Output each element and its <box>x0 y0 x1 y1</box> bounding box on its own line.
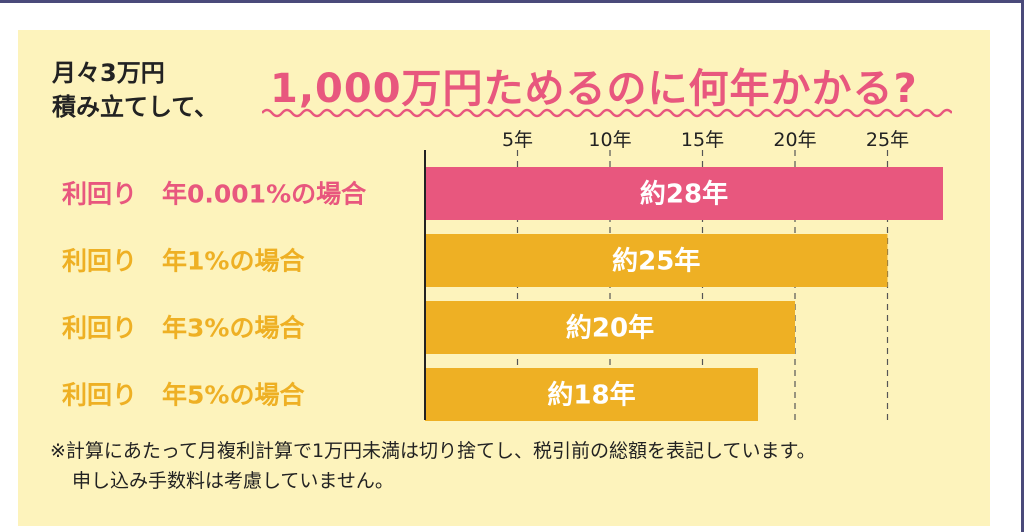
lead-line-2: 積み立てして、 <box>52 93 219 121</box>
bar <box>425 368 758 421</box>
bar-value-label: 約25年 <box>612 246 700 277</box>
category-label: 利回り 年3%の場合 <box>62 314 305 343</box>
category-label: 利回り 年0.001%の場合 <box>62 180 367 209</box>
x-tick-label: 10年 <box>588 129 631 151</box>
x-tick-label: 25年 <box>866 129 909 151</box>
footnote-line-1: ※計算にあたって月複利計算で1万円未満は切り捨てし、税引前の総額を表記しています… <box>50 440 816 462</box>
lead-text: 月々3万円 積み立てして、 <box>52 56 218 124</box>
bar <box>425 167 943 220</box>
lead-line-1: 月々3万円 <box>52 59 165 87</box>
window-border-top <box>0 0 1024 3</box>
x-tick-label: 5年 <box>502 129 533 151</box>
footnote: ※計算にあたって月複利計算で1万円未満は切り捨てし、税引前の総額を表記しています… <box>50 436 816 496</box>
headline-wave-underline <box>262 108 952 118</box>
category-label: 利回り 年1%の場合 <box>62 247 305 276</box>
x-tick-label: 20年 <box>773 129 816 151</box>
bar-value-label: 約18年 <box>547 380 635 411</box>
x-tick-label: 15年 <box>681 129 724 151</box>
bar-value-label: 約20年 <box>566 313 654 344</box>
chart-headline: 1,000万円ためるのに何年かかる? <box>270 66 918 112</box>
window-border-right <box>1021 0 1024 532</box>
bar <box>425 301 795 354</box>
category-label: 利回り 年5%の場合 <box>62 381 305 410</box>
footnote-line-2: 申し込み手数料は考慮していません。 <box>72 470 394 492</box>
bar <box>425 234 888 287</box>
bar-value-label: 約28年 <box>640 179 728 210</box>
